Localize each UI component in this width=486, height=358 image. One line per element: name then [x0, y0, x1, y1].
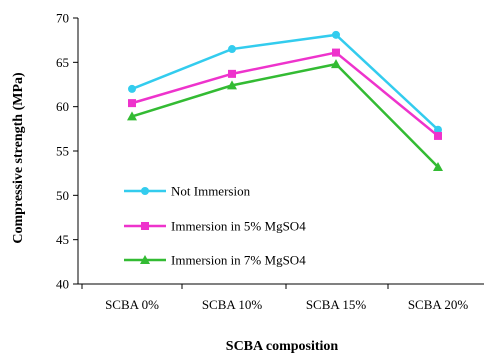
legend-item: Immersion in 5% MgSO4 — [124, 219, 306, 234]
legend-item: Immersion in 7% MgSO4 — [124, 253, 306, 268]
legend-marker — [141, 222, 149, 230]
x-axis: SCBA 0% SCBA 10% SCBA 15% SCBA 20% — [78, 283, 484, 312]
legend-item: Not Immersion — [124, 184, 251, 199]
data-point — [331, 59, 341, 69]
y-tick-label: 55 — [56, 144, 69, 159]
y-tick-label: 60 — [56, 99, 69, 114]
x-tick-label: SCBA 15% — [306, 297, 366, 312]
y-tick-label: 40 — [56, 277, 69, 292]
series-1 — [128, 30, 442, 134]
data-point — [128, 84, 136, 93]
x-tick-label: SCBA 20% — [408, 297, 468, 312]
data-point — [332, 48, 340, 57]
series-3 — [127, 59, 443, 171]
x-axis-title: SCBA composition — [226, 339, 339, 354]
legend-label: Immersion in 7% MgSO4 — [171, 253, 306, 268]
data-point — [128, 99, 136, 108]
y-axis: 40 45 50 55 60 65 70 — [56, 11, 79, 292]
data-point — [434, 131, 442, 140]
data-point — [227, 80, 237, 90]
x-tick-label: SCBA 10% — [202, 297, 262, 312]
data-point — [228, 69, 236, 78]
y-tick-label: 70 — [56, 11, 69, 26]
legend-label: Not Immersion — [171, 184, 251, 199]
x-tick-label: SCBA 0% — [105, 297, 159, 312]
y-axis-title: Compressive strength (MPa) — [11, 72, 26, 244]
series-line — [131, 33, 439, 131]
y-tick-label: 45 — [56, 232, 69, 247]
series-2 — [128, 48, 442, 140]
series-line — [131, 51, 439, 137]
series-group — [127, 30, 443, 171]
data-point — [127, 111, 137, 121]
y-tick-label: 50 — [56, 188, 69, 203]
data-point — [332, 30, 340, 39]
legend-marker — [141, 187, 149, 195]
data-point — [228, 45, 236, 54]
data-point — [434, 125, 442, 134]
legend-label: Immersion in 5% MgSO4 — [171, 219, 306, 234]
series-line — [131, 62, 439, 168]
data-point — [433, 161, 443, 171]
y-tick-label: 65 — [56, 55, 69, 70]
legend-marker — [140, 255, 150, 264]
legend: Not Immersion Immersion in 5% MgSO4 Immers… — [124, 184, 306, 268]
